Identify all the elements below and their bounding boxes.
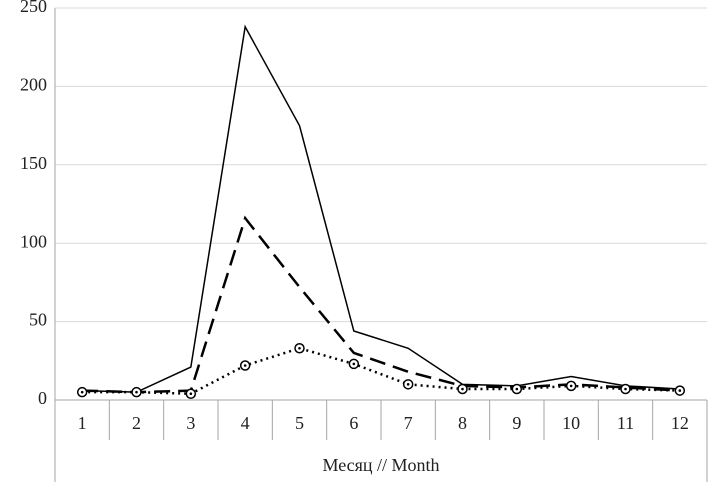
y-tick-label: 250 [20, 0, 47, 16]
y-tick-label: 100 [20, 231, 47, 251]
point-dot [624, 387, 627, 391]
series-line [82, 215, 680, 394]
x-tick-label: 11 [617, 413, 634, 433]
x-tick-label: 12 [671, 413, 689, 433]
x-tick-label: 5 [295, 413, 304, 433]
series-line [82, 346, 680, 395]
x-tick-label: 1 [78, 413, 87, 433]
point-dot [80, 390, 84, 394]
y-tick-label: 200 [20, 75, 47, 95]
x-tick-label: 6 [349, 413, 358, 433]
point-dot [298, 346, 301, 350]
y-tick-label: 50 [29, 310, 47, 330]
x-tick-label: 4 [241, 413, 250, 433]
point-dot [406, 383, 410, 386]
x-tick-label: 7 [404, 413, 413, 433]
x-axis-title: Месяц // Month [322, 455, 439, 475]
point-dot [352, 362, 356, 366]
x-tick-label: 9 [512, 413, 521, 433]
y-tick-label: 150 [20, 153, 47, 173]
y-tick-label: 0 [38, 388, 47, 408]
point-dot [515, 387, 519, 391]
point-dot [678, 389, 682, 392]
point-dot [189, 392, 193, 396]
point-dot [461, 387, 464, 391]
x-tick-label: 3 [186, 413, 195, 433]
x-tick-label: 2 [132, 413, 141, 433]
point-dot [243, 364, 247, 367]
x-tick-label: 10 [562, 413, 580, 433]
x-tick-label: 8 [458, 413, 467, 433]
series-line [82, 24, 680, 393]
point-dot [569, 384, 573, 388]
point-dot [135, 390, 138, 394]
